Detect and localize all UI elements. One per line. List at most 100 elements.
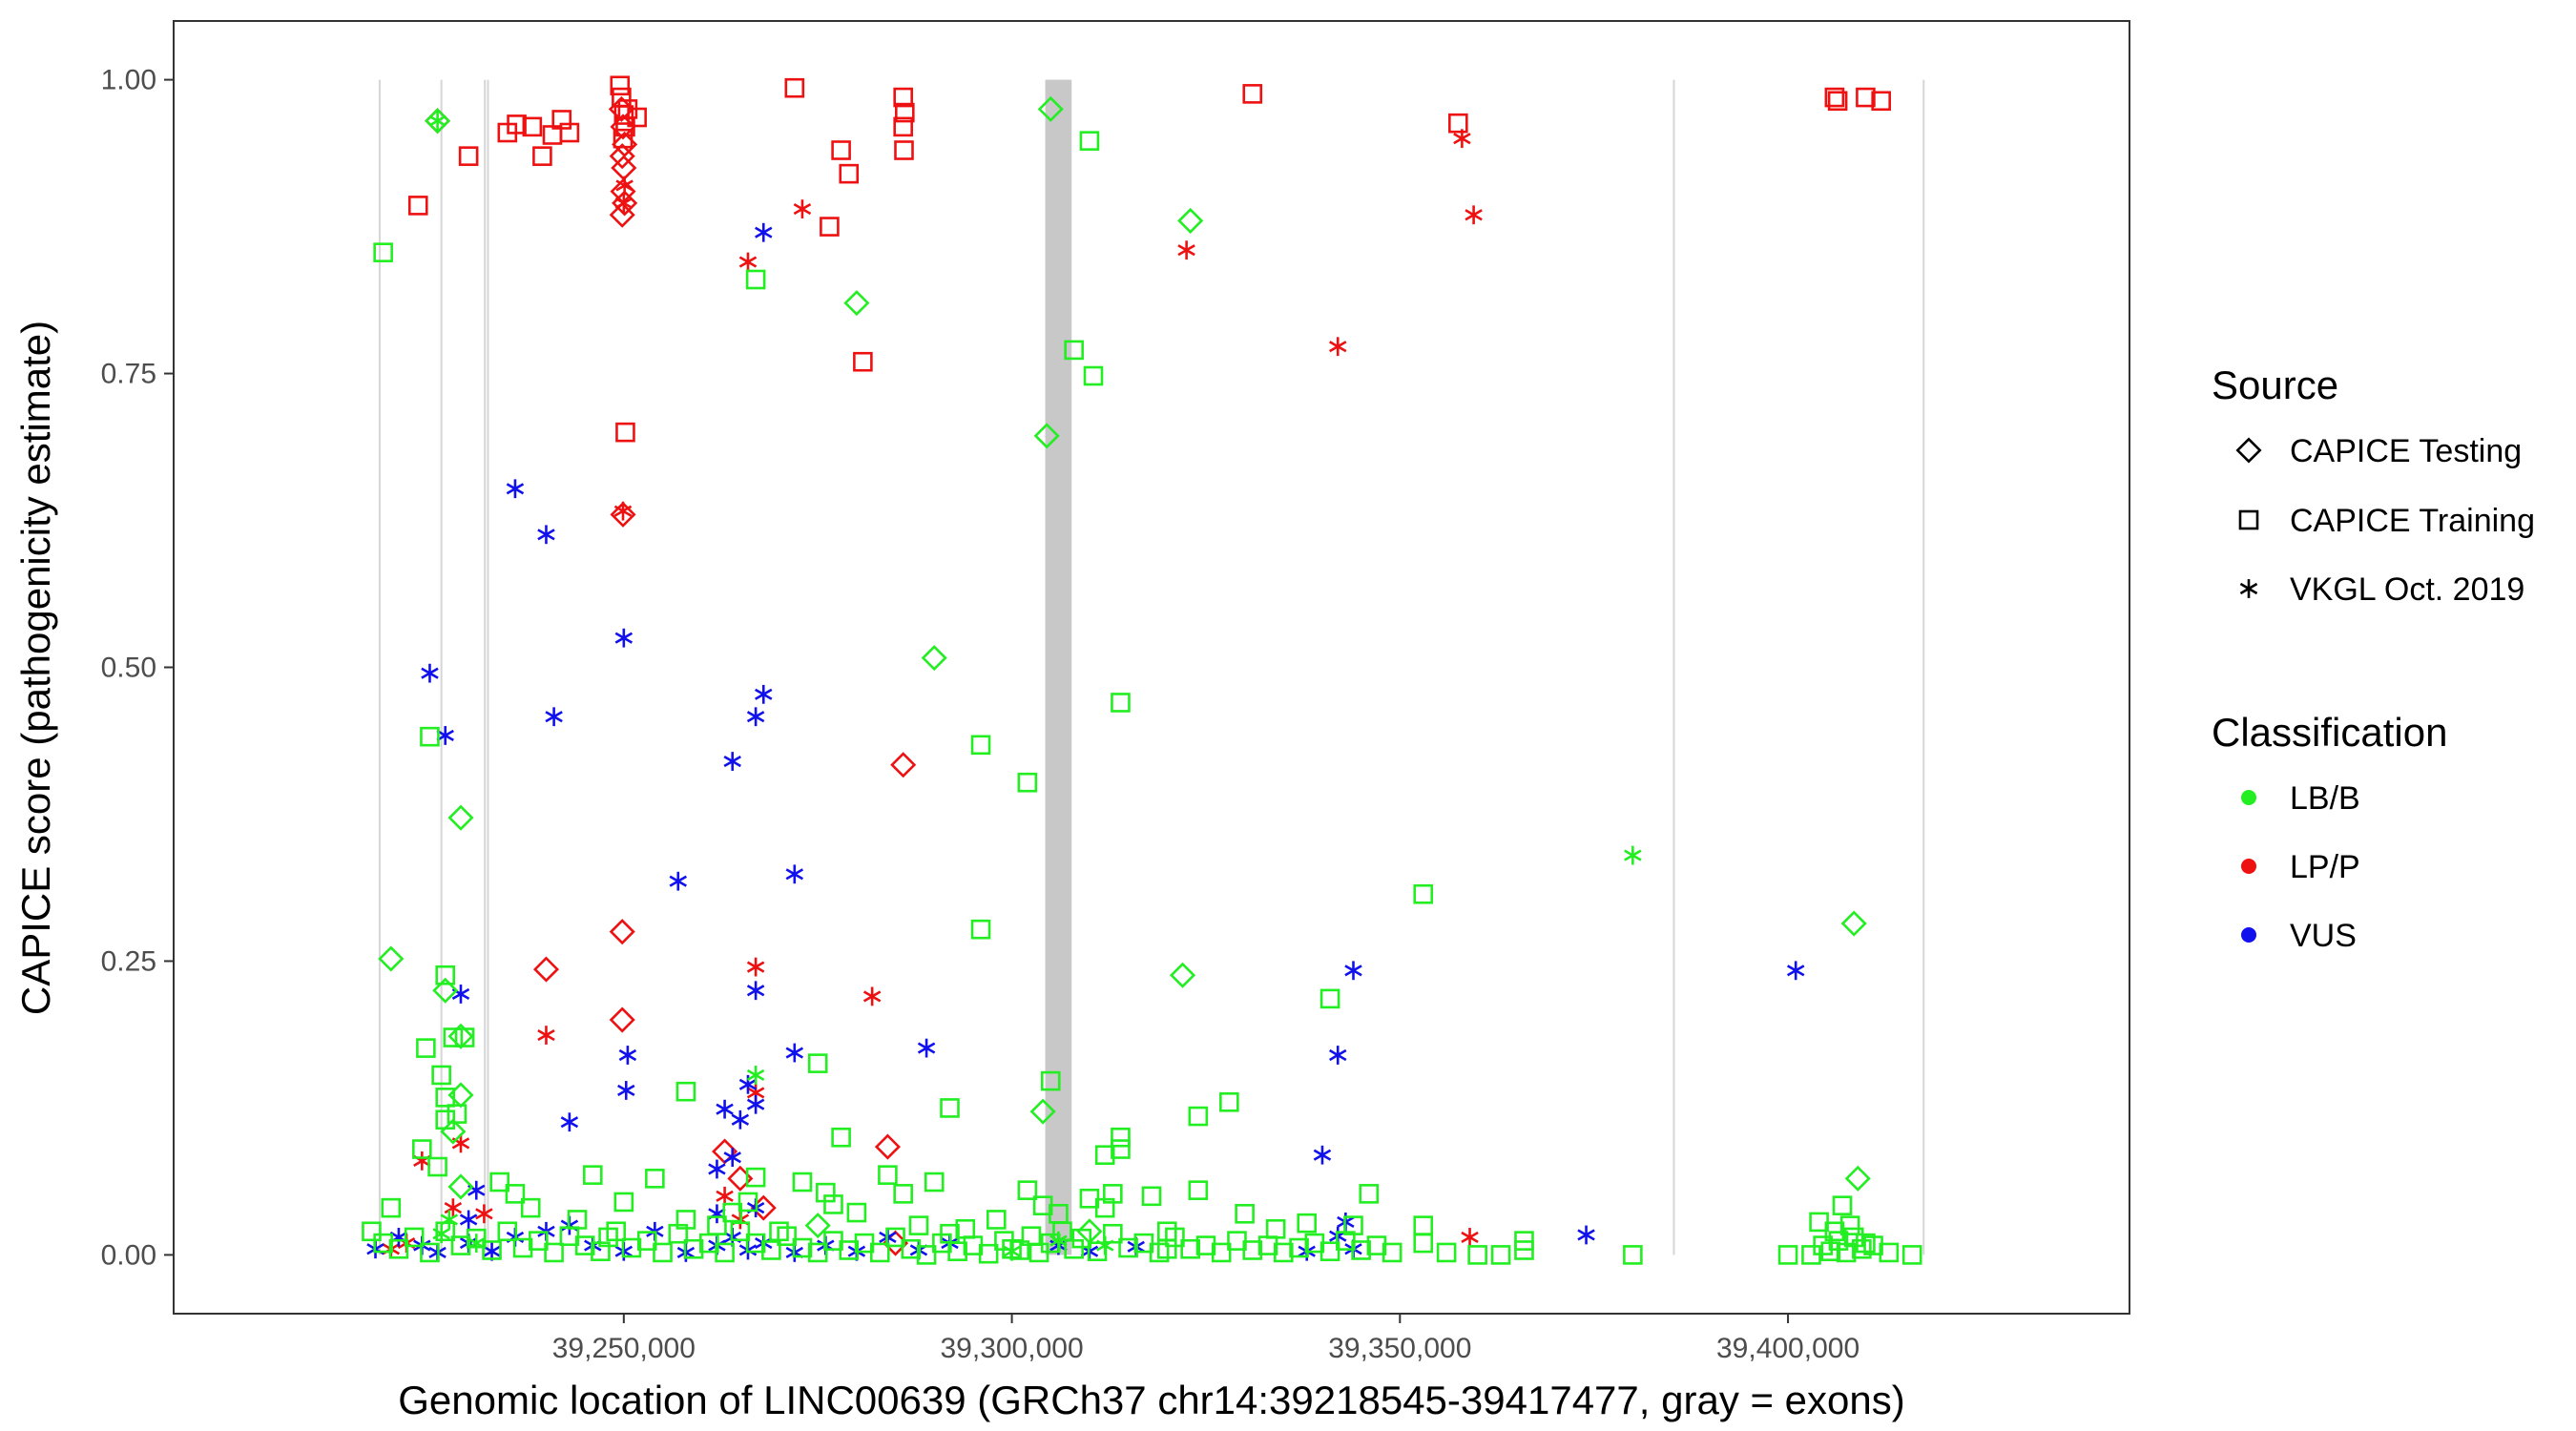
point-square-lbb	[916, 1245, 937, 1265]
point-asterisk-lpp	[1177, 240, 1195, 260]
point-asterisk-vus	[785, 864, 804, 884]
point-square-lbb	[715, 1242, 735, 1263]
point-square-lbb	[520, 1197, 541, 1218]
point-diamond-lbb	[432, 977, 459, 1004]
point-asterisk-lbb	[1095, 1235, 1114, 1255]
point-square-lbb	[653, 1242, 673, 1263]
point-asterisk-lpp	[716, 1186, 734, 1206]
point-square-lbb	[792, 1172, 813, 1192]
point-square-lbb	[1901, 1245, 1922, 1265]
point-asterisk-lbb	[746, 1066, 765, 1085]
point-square-lbb	[443, 1027, 464, 1047]
point-diamond-lbb	[1177, 207, 1204, 234]
point-diamond-lbb	[447, 1023, 474, 1049]
point-square-lpp	[831, 140, 851, 160]
point-square-lbb	[807, 1242, 828, 1263]
point-square-lbb	[1188, 1180, 1209, 1200]
point-asterisk-lpp	[613, 501, 633, 521]
point-square-lbb	[1094, 1197, 1115, 1218]
point-square-lbb	[1514, 1240, 1534, 1260]
point-square-lbb	[885, 1227, 905, 1248]
point-square-lbb	[1381, 1242, 1402, 1263]
point-square-lbb	[1017, 772, 1038, 793]
point-square-lbb	[1242, 1240, 1263, 1260]
point-square-lbb	[1863, 1235, 1883, 1255]
point-square-lbb	[1064, 340, 1084, 361]
point-asterisk-vus	[746, 707, 765, 727]
point-asterisk-vus	[731, 1110, 750, 1130]
point-asterisk-vus	[746, 981, 765, 1001]
point-square-lpp	[895, 102, 915, 123]
point-square-lbb	[737, 1192, 758, 1213]
point-square-lbb	[761, 1240, 781, 1260]
point-square-lbb	[1824, 1221, 1845, 1242]
point-asterisk-lpp	[862, 986, 882, 1006]
point-square-lbb	[1094, 1145, 1115, 1166]
point-square-lbb	[505, 1184, 526, 1204]
legend-class-vus-label: VUS	[2290, 918, 2357, 954]
point-square-lbb	[1040, 1070, 1061, 1091]
exon-band	[1045, 79, 1072, 1255]
legend-source-training-label: CAPICE Training	[2290, 503, 2535, 539]
point-asterisk-vus	[1344, 961, 1362, 981]
point-square-lpp	[893, 116, 913, 137]
point-square-lbb	[1273, 1242, 1294, 1263]
point-square-lbb	[362, 1221, 382, 1242]
point-diamond-lbb	[1076, 1218, 1103, 1245]
point-square-lbb	[668, 1223, 689, 1244]
legend-class-lpp-label: LP/P	[2290, 849, 2360, 885]
point-square-lbb	[1359, 1184, 1380, 1204]
point-square-lbb	[1413, 883, 1434, 904]
y-tick-label: 0.75	[101, 359, 156, 390]
point-square-lbb	[745, 1167, 766, 1188]
point-square-lbb	[420, 1242, 440, 1263]
point-square-lpp	[1242, 84, 1263, 104]
point-diamond-lbb	[804, 1213, 831, 1239]
point-square-lbb	[745, 269, 766, 290]
legend-key-dot	[2241, 790, 2256, 805]
y-tick-label: 0.25	[101, 945, 156, 977]
point-square-lbb	[846, 1202, 867, 1223]
point-square-lbb	[1832, 1195, 1853, 1215]
point-square-lbb	[1195, 1235, 1216, 1255]
point-diamond-lbb	[1033, 423, 1060, 449]
point-square-lbb	[1188, 1106, 1209, 1127]
point-asterisk-lbb	[1003, 1241, 1021, 1261]
point-asterisk-vus	[1786, 961, 1805, 981]
point-square-lpp	[507, 114, 527, 135]
point-square-lbb	[373, 242, 393, 262]
legend-source-testing-label: CAPICE Testing	[2290, 433, 2522, 469]
point-square-lbb	[1467, 1245, 1487, 1265]
point-diamond-lbb	[843, 290, 870, 317]
point-square-lbb	[1777, 1245, 1798, 1265]
legend-key-asterisk	[2239, 579, 2258, 598]
point-asterisk-lbb	[440, 1210, 459, 1230]
point-square-lbb	[831, 1127, 851, 1148]
point-asterisk-vus	[614, 628, 634, 648]
point-diamond-lbb	[378, 945, 405, 972]
point-asterisk-vus	[1329, 1046, 1347, 1065]
point-asterisk-lpp	[475, 1204, 493, 1224]
point-diamond-lpp	[890, 752, 917, 778]
point-square-lbb	[940, 1098, 960, 1118]
points-layer	[362, 75, 1922, 1265]
point-square-lbb	[1366, 1235, 1387, 1255]
point-square-lbb	[1852, 1238, 1872, 1259]
point-square-lbb	[1083, 365, 1104, 386]
point-square-lbb	[1235, 1203, 1255, 1224]
point-square-lbb	[1879, 1242, 1900, 1263]
point-square-lbb	[1319, 988, 1340, 1009]
point-diamond-lbb	[921, 645, 947, 672]
point-square-lbb	[1490, 1245, 1511, 1265]
point-asterisk-vus	[723, 752, 741, 771]
point-diamond-lbb	[1840, 910, 1867, 937]
legend-class-title: Classification	[2212, 710, 2447, 755]
point-square-lpp	[1871, 91, 1891, 112]
point-square-lpp	[615, 422, 635, 443]
point-square-lbb	[1180, 1238, 1200, 1259]
point-asterisk-vus	[506, 479, 525, 499]
point-square-lpp	[894, 140, 914, 160]
point-square-lbb	[1839, 1215, 1860, 1235]
point-asterisk-vus	[669, 871, 687, 891]
point-asterisk-lbb	[1049, 1231, 1068, 1251]
